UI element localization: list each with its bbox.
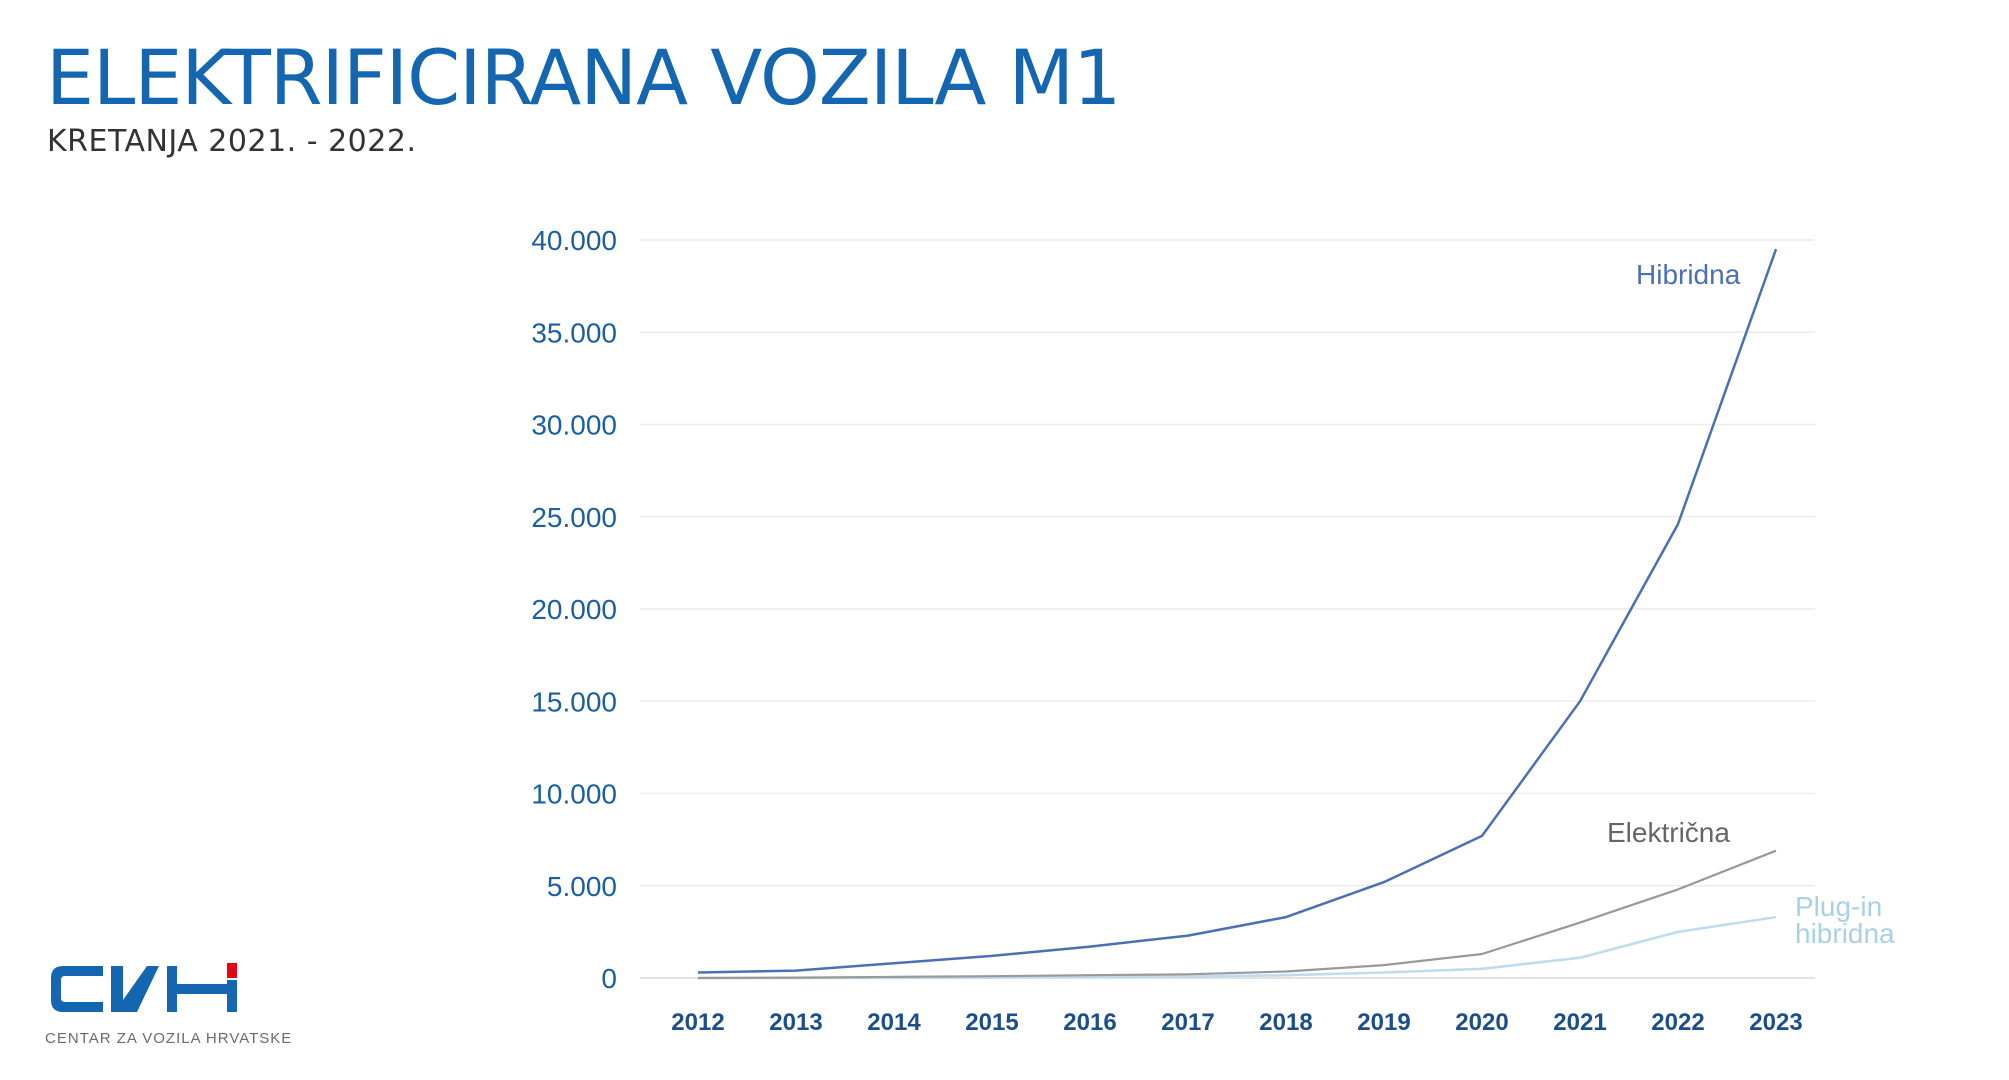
x-tick-label: 2016 [1063,1009,1116,1036]
logo-caption: CENTAR ZA VOZILA HRVATSKE [45,1030,293,1047]
y-axis-ticks: 0 5.000 10.000 15.000 20.000 25.000 30.000 35.0… [531,225,617,994]
logo-letter-h-bar [167,984,229,994]
chart-grid [640,239,1815,979]
y-tick-label: 10.000 [531,779,617,810]
x-tick-label: 2017 [1161,1009,1214,1036]
y-tick-label: 40.000 [531,225,617,256]
series-label: Plug-in hibridna [1795,891,1895,949]
logo-letter-v [111,966,159,1012]
x-tick-label: 2018 [1259,1009,1312,1036]
y-tick-label: 0 [601,963,617,994]
series-label: Električna [1607,817,1730,848]
x-tick-label: 2015 [965,1009,1018,1036]
x-axis-ticks: 2012 2013 2014 2015 2016 2017 2018 2019 2020 2021… [671,1009,1802,1036]
logo-letter-h-right [227,980,237,1012]
cvh-logo [51,963,237,1012]
page-subtitle: KRETANJA 2021. - 2022. [47,124,417,159]
x-tick-label: 2021 [1553,1009,1606,1036]
x-tick-label: 2020 [1455,1009,1508,1036]
page-title: ELEKTRIFICIRANA VOZILA M1 [46,33,1121,122]
x-tick-label: 2012 [671,1009,724,1036]
x-tick-label: 2019 [1357,1009,1410,1036]
y-tick-label: 25.000 [531,502,617,533]
y-tick-label: 20.000 [531,594,617,625]
series-line [697,849,1777,980]
series-line [697,248,1778,974]
logo-letter-c [51,966,103,1012]
series-label: Hibridna [1636,259,1741,290]
x-tick-label: 2023 [1749,1009,1802,1036]
y-tick-label: 35.000 [531,317,617,348]
logo-accent [227,963,237,978]
y-tick-label: 15.000 [531,686,617,717]
x-tick-label: 2013 [769,1009,822,1036]
x-tick-label: 2014 [867,1009,921,1036]
y-tick-label: 30.000 [531,410,617,441]
series-lines [697,248,1778,980]
series-labels: Hibridna Električna Plug-in hibridna [1607,259,1895,949]
x-tick-label: 2022 [1651,1009,1704,1036]
y-tick-label: 5.000 [547,871,617,902]
